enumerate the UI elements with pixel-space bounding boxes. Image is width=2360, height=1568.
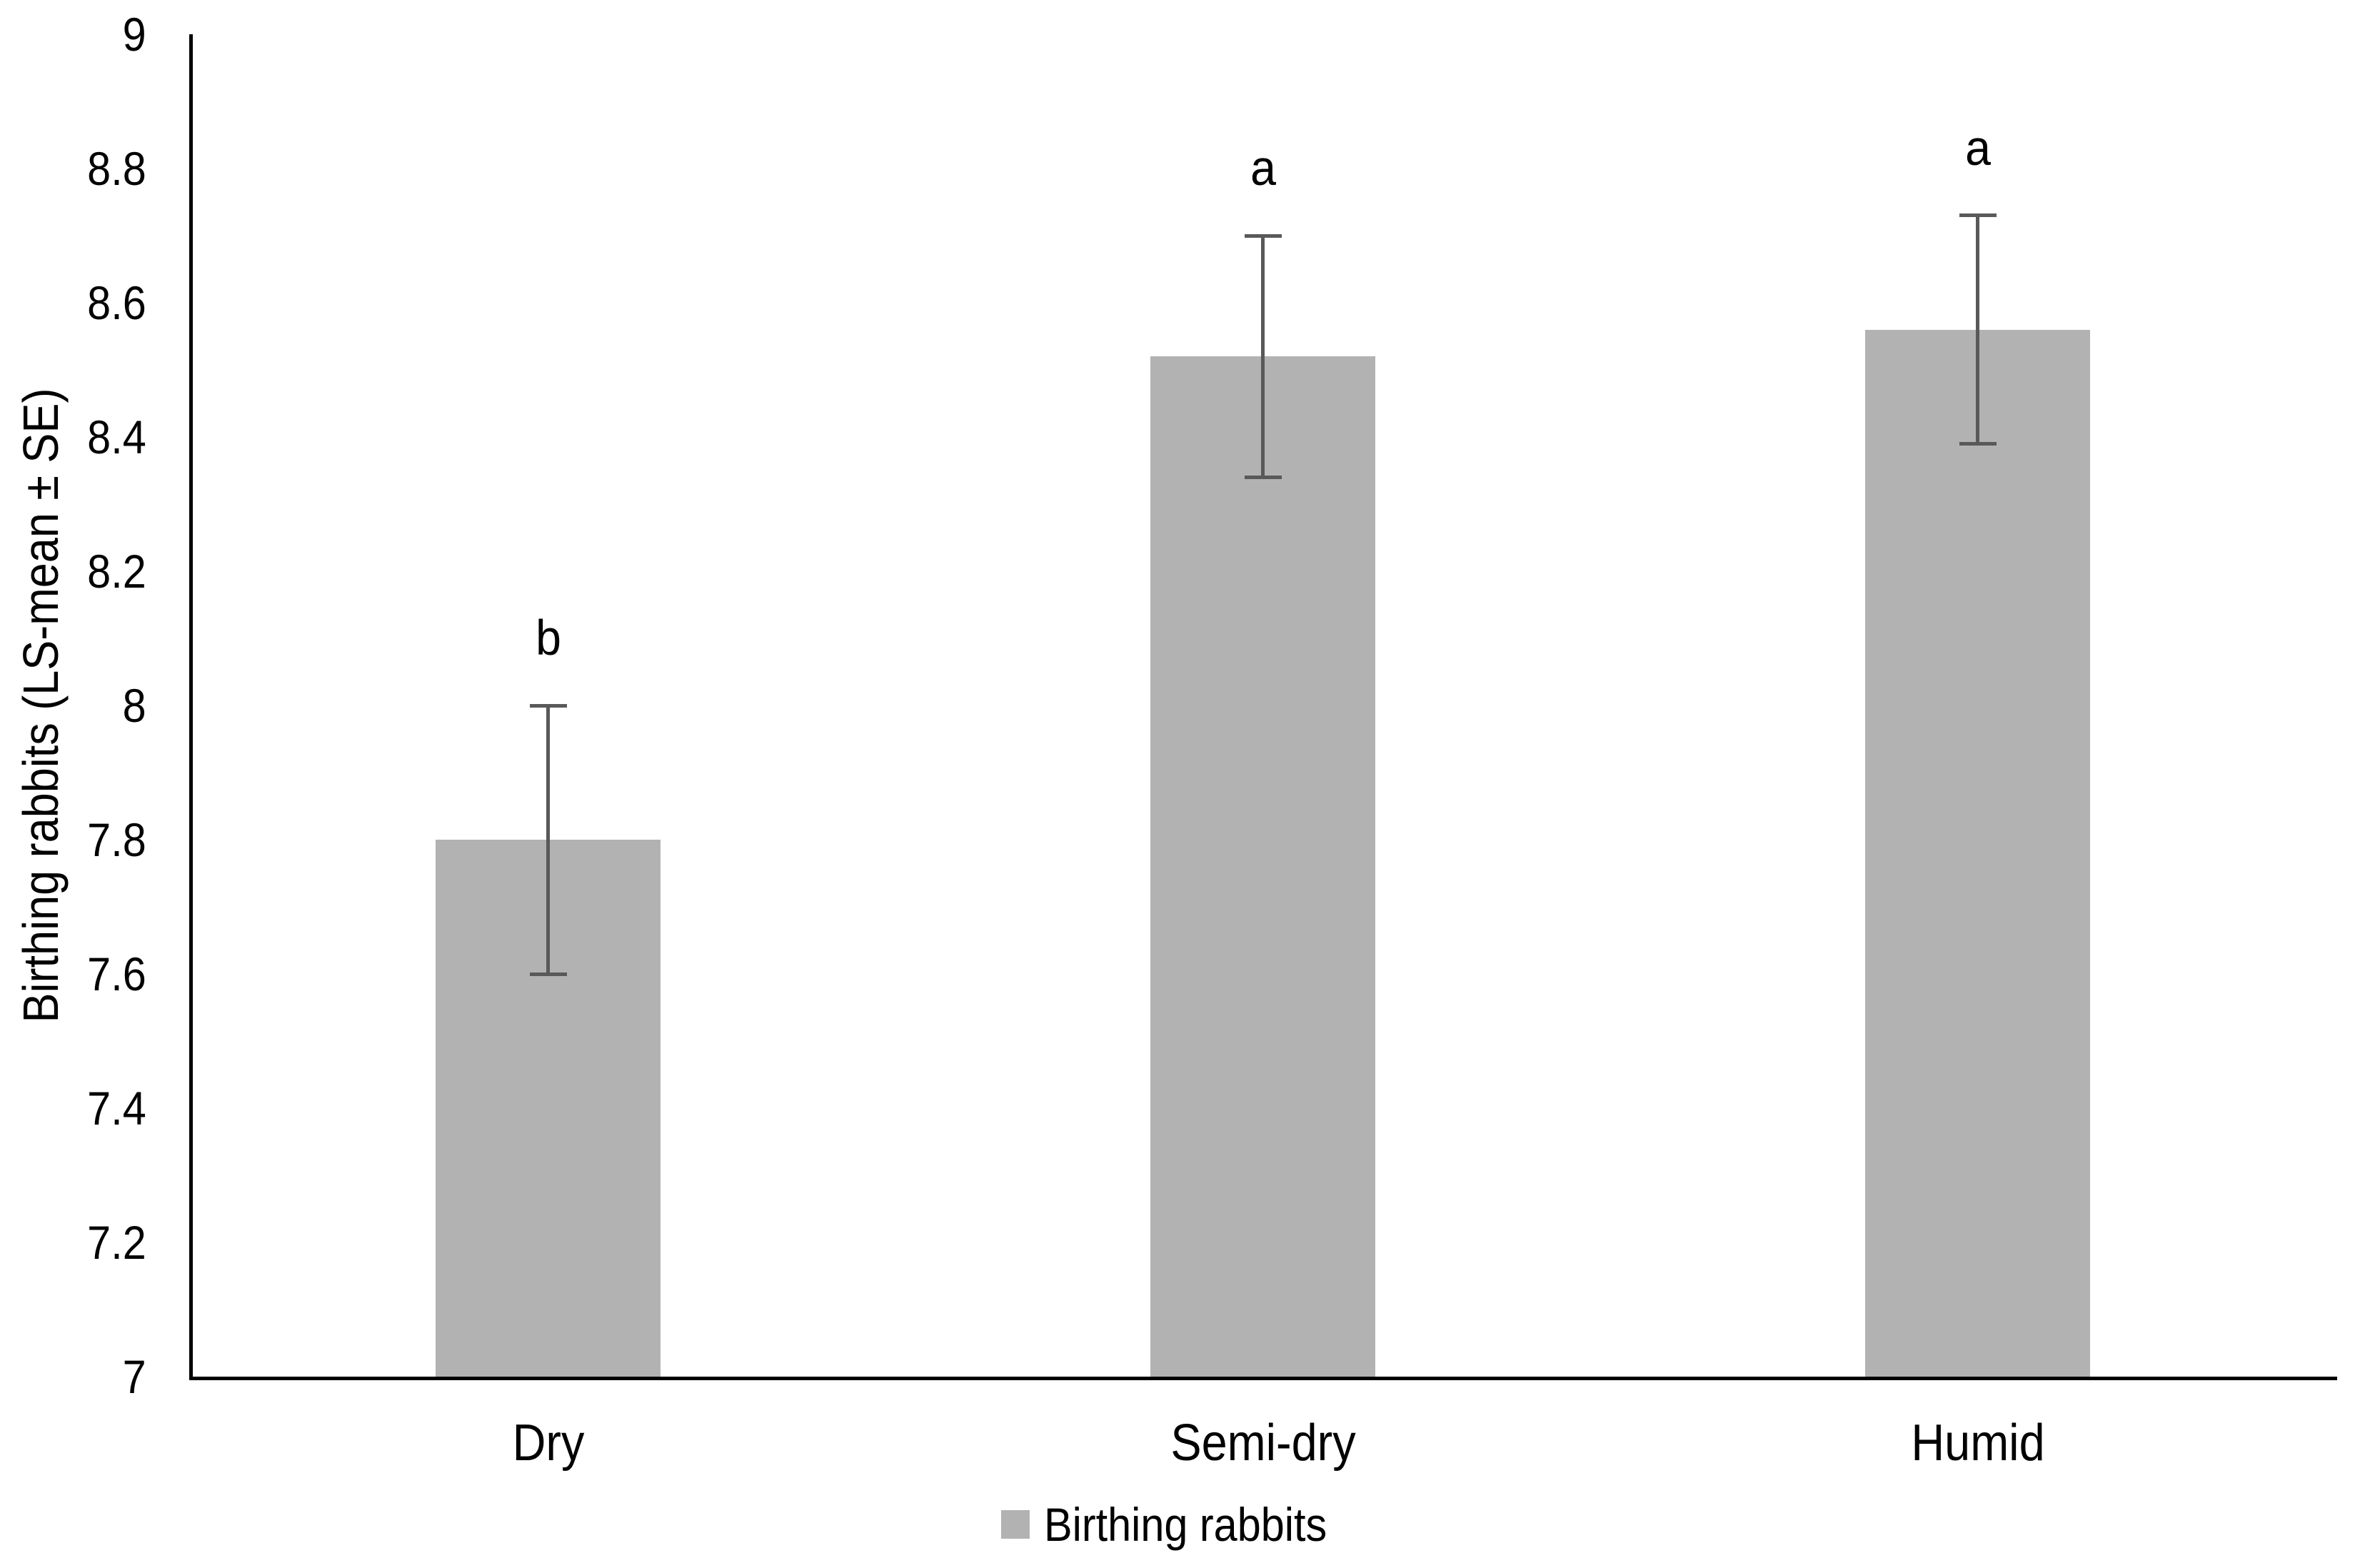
error-bar-cap-bottom: [529, 972, 567, 976]
legend-label: Birthing rabbits: [1044, 1498, 1327, 1551]
y-tick-label: 7.4: [87, 1082, 146, 1135]
y-tick-label: 7.6: [87, 948, 146, 1000]
error-bar-line: [1976, 215, 1979, 444]
error-bar-cap-top: [1244, 233, 1282, 238]
error-bar-line: [1261, 236, 1265, 478]
x-axis-line: [189, 1377, 2337, 1380]
error-bar-cap-top: [1959, 213, 1997, 218]
y-tick-label: 8.4: [87, 411, 146, 463]
error-bar-cap-bottom: [1959, 441, 1997, 446]
x-category-label: Semi-dry: [1170, 1414, 1356, 1472]
significance-letter: b: [535, 610, 561, 665]
bar-semi-dry: [1150, 356, 1375, 1377]
y-tick-label: 8: [122, 679, 146, 732]
y-axis-title: Birthing rabbits (LS-mean ± SE): [13, 388, 69, 1023]
bar-humid: [1865, 329, 2090, 1377]
y-tick-label: 7: [122, 1350, 146, 1403]
y-axis-line: [189, 34, 193, 1380]
y-tick-label: 7.2: [87, 1216, 146, 1269]
y-tick-label: 8.2: [87, 545, 146, 598]
error-bar-cap-top: [529, 703, 567, 708]
error-bar-cap-bottom: [1244, 475, 1282, 479]
y-tick-label: 8.8: [87, 142, 146, 195]
x-category-label: Humid: [1910, 1414, 2045, 1472]
x-category-label: Dry: [512, 1414, 584, 1472]
legend-swatch: [1001, 1510, 1030, 1539]
significance-letter: a: [1250, 140, 1276, 196]
error-bar-line: [546, 705, 550, 974]
significance-letter: a: [1964, 119, 1991, 176]
y-tick-label: 9: [122, 8, 146, 61]
y-tick-label: 8.6: [87, 276, 146, 329]
legend: Birthing rabbits: [0, 1497, 2360, 1552]
y-tick-label: 7.8: [87, 813, 146, 866]
